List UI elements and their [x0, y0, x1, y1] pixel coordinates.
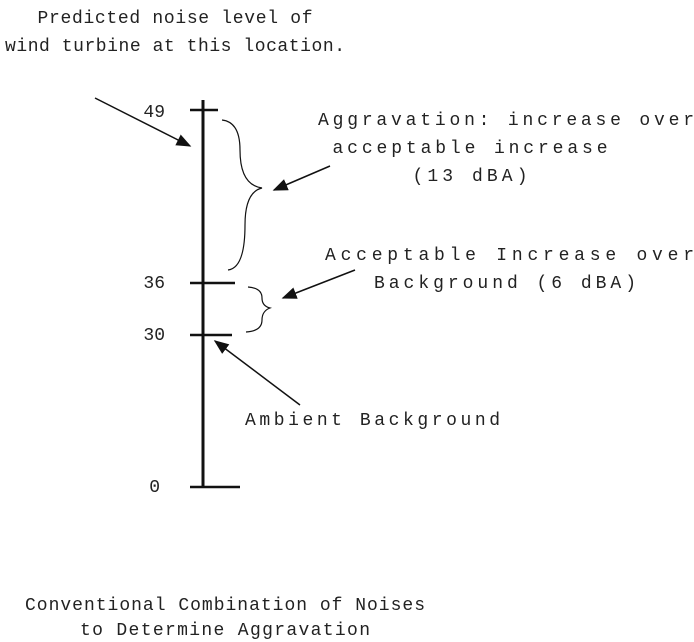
aggravation-label: acceptable increase — [333, 139, 608, 159]
scale-label: 30 — [143, 326, 165, 346]
ambient-label: Ambient Background — [245, 411, 500, 431]
acceptable-label: Acceptable Increase over — [325, 246, 694, 266]
arrow — [94, 97, 192, 147]
arrow — [213, 340, 301, 406]
arrow — [281, 269, 356, 299]
arrow — [272, 165, 331, 191]
scale-label: 0 — [149, 478, 160, 498]
caption: to Determine Aggravation — [80, 621, 370, 641]
brace — [245, 286, 273, 333]
caption: Conventional Combination of Noises — [25, 596, 425, 616]
brace — [221, 119, 263, 271]
scale-label: 36 — [143, 274, 165, 294]
aggravation-label: (13 dBA) — [413, 167, 528, 187]
predicted-label: Predicted noise level of — [38, 9, 313, 29]
predicted-label: wind turbine at this location. — [5, 37, 345, 57]
aggravation-label: Aggravation: increase over — [318, 111, 694, 131]
acceptable-label: Background (6 dBA) — [374, 274, 636, 294]
scale-label: 49 — [143, 103, 165, 123]
